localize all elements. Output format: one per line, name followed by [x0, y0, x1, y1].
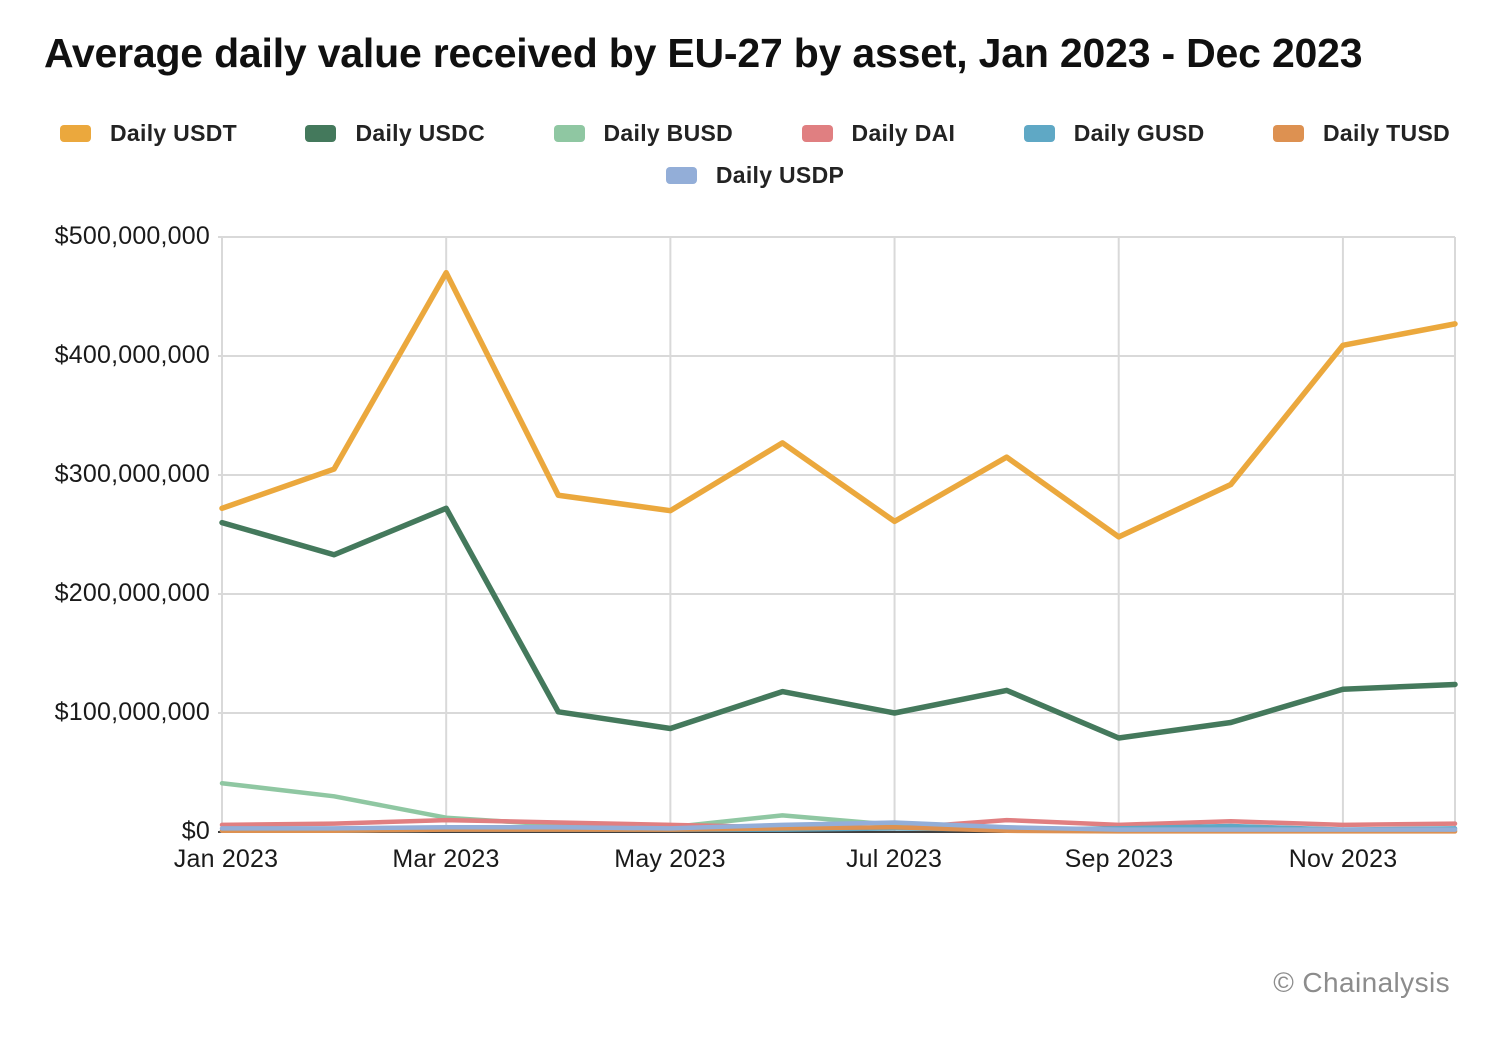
- legend-swatch-usdt-icon: [60, 125, 91, 142]
- legend-swatch-usdp-icon: [665, 167, 697, 184]
- legend-item-daily-gusd: Daily GUSD: [1023, 120, 1205, 147]
- legend-item-daily-busd: Daily BUSD: [553, 120, 734, 147]
- y-tick-label-0: $0: [181, 817, 210, 845]
- y-tick-label-200m: $200,000,000: [54, 579, 210, 607]
- y-tick-label-400m: $400,000,000: [54, 341, 210, 369]
- x-tick-label-jul: Jul 2023: [845, 845, 943, 873]
- series-line-daily-usdt: [219, 269, 1458, 540]
- series-line-daily-usdc: [219, 505, 1458, 741]
- x-tick-label-may: May 2023: [614, 845, 726, 873]
- x-tick-label-nov: Nov 2023: [1288, 845, 1398, 873]
- legend-item-daily-usdc: Daily USDC: [305, 120, 485, 147]
- chainalysis-credit: © Chainalysis: [1273, 967, 1450, 998]
- x-tick-label-sep: Sep 2023: [1064, 845, 1174, 873]
- y-tick-label-100m: $100,000,000: [54, 698, 210, 726]
- legend-item-daily-usdp: Daily USDP: [665, 162, 845, 189]
- legend-swatch-usdc-icon: [305, 125, 337, 142]
- legend-label-usdp: Daily USDP: [715, 162, 845, 188]
- legend-swatch-gusd-icon: [1023, 125, 1055, 142]
- legend-swatch-busd-icon: [553, 125, 585, 142]
- series-line-daily-usdp: [219, 820, 1458, 832]
- y-tick-label-300m: $300,000,000: [54, 460, 210, 488]
- legend-swatch-dai-icon: [801, 125, 833, 142]
- legend-row-2: Daily USDP: [60, 162, 1450, 189]
- x-tick-label-jan: Jan 2023: [173, 845, 279, 873]
- legend-row-1: Daily USDT Daily USDC Daily BUSD Daily D…: [60, 120, 1450, 147]
- legend-label-busd: Daily BUSD: [603, 120, 734, 146]
- legend-label-usdt: Daily USDT: [110, 120, 237, 146]
- legend-item-daily-tusd: Daily TUSD: [1273, 120, 1450, 147]
- legend-label-usdc: Daily USDC: [355, 120, 486, 146]
- x-tick-label-mar: Mar 2023: [392, 845, 500, 873]
- legend-label-tusd: Daily TUSD: [1323, 120, 1450, 146]
- chart-title: Average daily value received by EU-27 by…: [44, 30, 1363, 76]
- legend-item-daily-dai: Daily DAI: [801, 120, 956, 147]
- legend-label-dai: Daily DAI: [851, 120, 956, 146]
- y-tick-label-500m: $500,000,000: [54, 222, 210, 250]
- legend-item-daily-usdt: Daily USDT: [60, 120, 237, 147]
- legend-label-gusd: Daily GUSD: [1073, 120, 1205, 146]
- legend-swatch-tusd-icon: [1273, 125, 1305, 142]
